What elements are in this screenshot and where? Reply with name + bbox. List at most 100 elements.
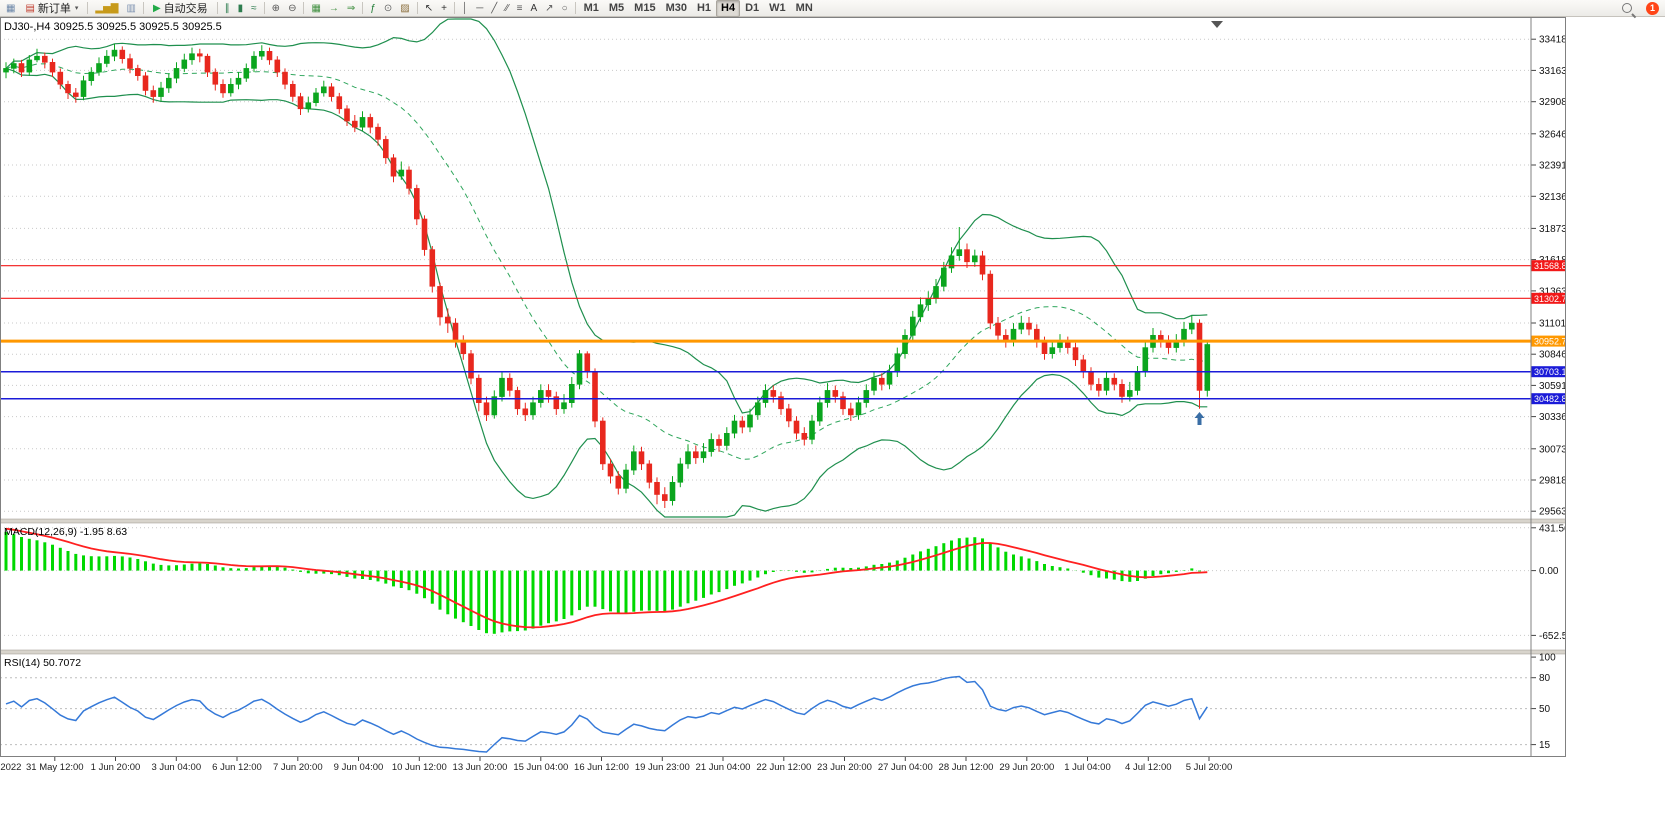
periods-icon[interactable]: ⊙ bbox=[380, 0, 396, 17]
candle-body bbox=[351, 120, 358, 128]
tf-mn[interactable]: MN bbox=[791, 0, 818, 17]
tf-h4[interactable]: H4 bbox=[716, 0, 741, 17]
candle-body bbox=[506, 377, 513, 391]
candle-body bbox=[34, 55, 40, 61]
zoom-out-icon[interactable]: ⊖ bbox=[284, 0, 300, 17]
candle-body bbox=[553, 396, 560, 410]
price-axis-label: 30336.0 bbox=[1539, 412, 1566, 423]
shapes-icon[interactable]: ○ bbox=[558, 0, 572, 17]
candle-body bbox=[80, 80, 87, 97]
tf-h1[interactable]: H1 bbox=[692, 0, 716, 17]
price-axis[interactable] bbox=[1531, 17, 1566, 757]
fibonacci-icon[interactable]: ≡ bbox=[513, 0, 527, 17]
candle-body bbox=[809, 420, 815, 440]
toolbar-separator bbox=[303, 2, 305, 14]
candle-body bbox=[313, 92, 319, 104]
candle-body bbox=[956, 249, 963, 257]
price-tag bbox=[1531, 335, 1566, 347]
zoom-in-icon[interactable]: ⊕ bbox=[268, 0, 284, 17]
candle-body bbox=[320, 86, 327, 94]
price-chart: 33418.5 33163.5 32908.5 32646.0 32391.0 32136… bbox=[0, 17, 1576, 775]
candle-body bbox=[437, 286, 443, 318]
crosshair-icon[interactable]: + bbox=[437, 0, 451, 17]
candle-body bbox=[1119, 383, 1125, 397]
time-axis[interactable] bbox=[0, 757, 1566, 775]
shapes-icon-glyph: ○ bbox=[561, 2, 568, 14]
candle-body bbox=[111, 49, 118, 57]
tf-m15-label: M15 bbox=[634, 2, 656, 14]
candle-body bbox=[514, 390, 521, 410]
new-order-button[interactable]: ▤ 新订单 ▾ bbox=[19, 0, 84, 17]
candle-body bbox=[1049, 347, 1056, 355]
magnifier-glass bbox=[1622, 3, 1632, 13]
toolbar-separator bbox=[453, 2, 455, 14]
candle-body bbox=[344, 108, 350, 122]
tf-m1[interactable]: M1 bbox=[579, 0, 604, 17]
candle-body bbox=[537, 390, 544, 403]
tf-m15[interactable]: M15 bbox=[629, 0, 660, 17]
magnifier-handle bbox=[1631, 13, 1637, 19]
candle-body bbox=[173, 68, 180, 79]
macd-axis-label: 0.00 bbox=[1539, 566, 1559, 577]
line-chart-icon[interactable]: ≈ bbox=[247, 0, 261, 17]
candle-body bbox=[421, 218, 428, 250]
price-tag-label: 30482.8 bbox=[1534, 394, 1566, 404]
candle-body bbox=[661, 494, 668, 501]
tf-m5-label: M5 bbox=[608, 2, 625, 14]
candle-body bbox=[305, 102, 312, 110]
arrows-icon[interactable]: ↗ bbox=[541, 0, 557, 17]
tf-m5[interactable]: M5 bbox=[604, 0, 629, 17]
candle-body bbox=[832, 390, 839, 397]
templates-icon[interactable]: ▨ bbox=[396, 0, 413, 17]
horizontal-line-icon[interactable]: ─ bbox=[472, 0, 487, 17]
autotrade-button[interactable]: ▶ 自动交易 bbox=[147, 0, 214, 17]
auto-scroll-icon[interactable]: → bbox=[325, 0, 343, 17]
notification-badge[interactable]: 1 bbox=[1646, 2, 1659, 15]
rsi-axis-label: 50 bbox=[1539, 704, 1551, 715]
new-chart-icon[interactable]: ▂▅▇ bbox=[91, 0, 122, 17]
candle-body bbox=[948, 255, 955, 269]
tf-w1[interactable]: W1 bbox=[764, 0, 791, 17]
candle-body bbox=[127, 58, 133, 69]
price-tag bbox=[1531, 292, 1566, 304]
candle-body bbox=[475, 377, 482, 404]
chart-shift-marker[interactable] bbox=[1211, 21, 1223, 28]
chart-shift-icon[interactable]: ⇒ bbox=[343, 0, 359, 17]
tile-windows-icon[interactable]: ▦ bbox=[307, 0, 324, 17]
buy-arrow-marker[interactable] bbox=[1194, 412, 1205, 425]
candle-body bbox=[700, 451, 707, 459]
tf-d1[interactable]: D1 bbox=[740, 0, 764, 17]
text-icon[interactable]: A bbox=[527, 0, 542, 17]
time-label: 13 Jun 20:00 bbox=[453, 762, 508, 773]
candle-body bbox=[778, 396, 784, 410]
candle-body bbox=[747, 414, 753, 428]
chart-plot-area[interactable] bbox=[0, 17, 1531, 757]
time-label: 10 Jun 12:00 bbox=[392, 762, 447, 773]
channel-icon[interactable]: ∕∕ bbox=[501, 0, 512, 17]
chart-window: 33418.5 33163.5 32908.5 32646.0 32391.0 32136… bbox=[0, 17, 1576, 777]
candle-body bbox=[731, 420, 738, 434]
chart-window-icon[interactable]: ▦ bbox=[2, 0, 19, 17]
indicators-icon[interactable]: ƒ bbox=[366, 0, 380, 17]
cursor-icon[interactable]: ↖ bbox=[421, 0, 437, 17]
candlestick-chart-icon[interactable]: ▮ bbox=[234, 0, 248, 17]
toolbar-separator bbox=[416, 2, 418, 14]
profiles-icon[interactable]: ▥ bbox=[123, 0, 140, 17]
candle-body bbox=[692, 451, 699, 459]
price-tag-label: 30952.7 bbox=[1534, 337, 1566, 347]
chart-shift-icon-glyph: ⇒ bbox=[346, 2, 356, 14]
candle-body bbox=[1111, 377, 1118, 385]
search-icon[interactable] bbox=[1621, 1, 1637, 19]
time-label: 5 Jul 20:00 bbox=[1186, 762, 1232, 773]
tf-m30[interactable]: M30 bbox=[661, 0, 692, 17]
bar-chart-icon[interactable]: ∥ bbox=[221, 0, 234, 17]
crosshair-icon-glyph: + bbox=[441, 2, 447, 14]
price-axis-label: 32136.0 bbox=[1539, 192, 1566, 203]
candle-body bbox=[135, 68, 141, 77]
candle-body bbox=[26, 59, 33, 73]
tf-m1-label: M1 bbox=[583, 2, 599, 14]
trendline-icon[interactable]: ╱ bbox=[487, 0, 501, 17]
vertical-line-icon[interactable]: │ bbox=[458, 0, 472, 17]
time-label: 28 Jun 12:00 bbox=[939, 762, 994, 773]
candle-body bbox=[785, 408, 792, 422]
